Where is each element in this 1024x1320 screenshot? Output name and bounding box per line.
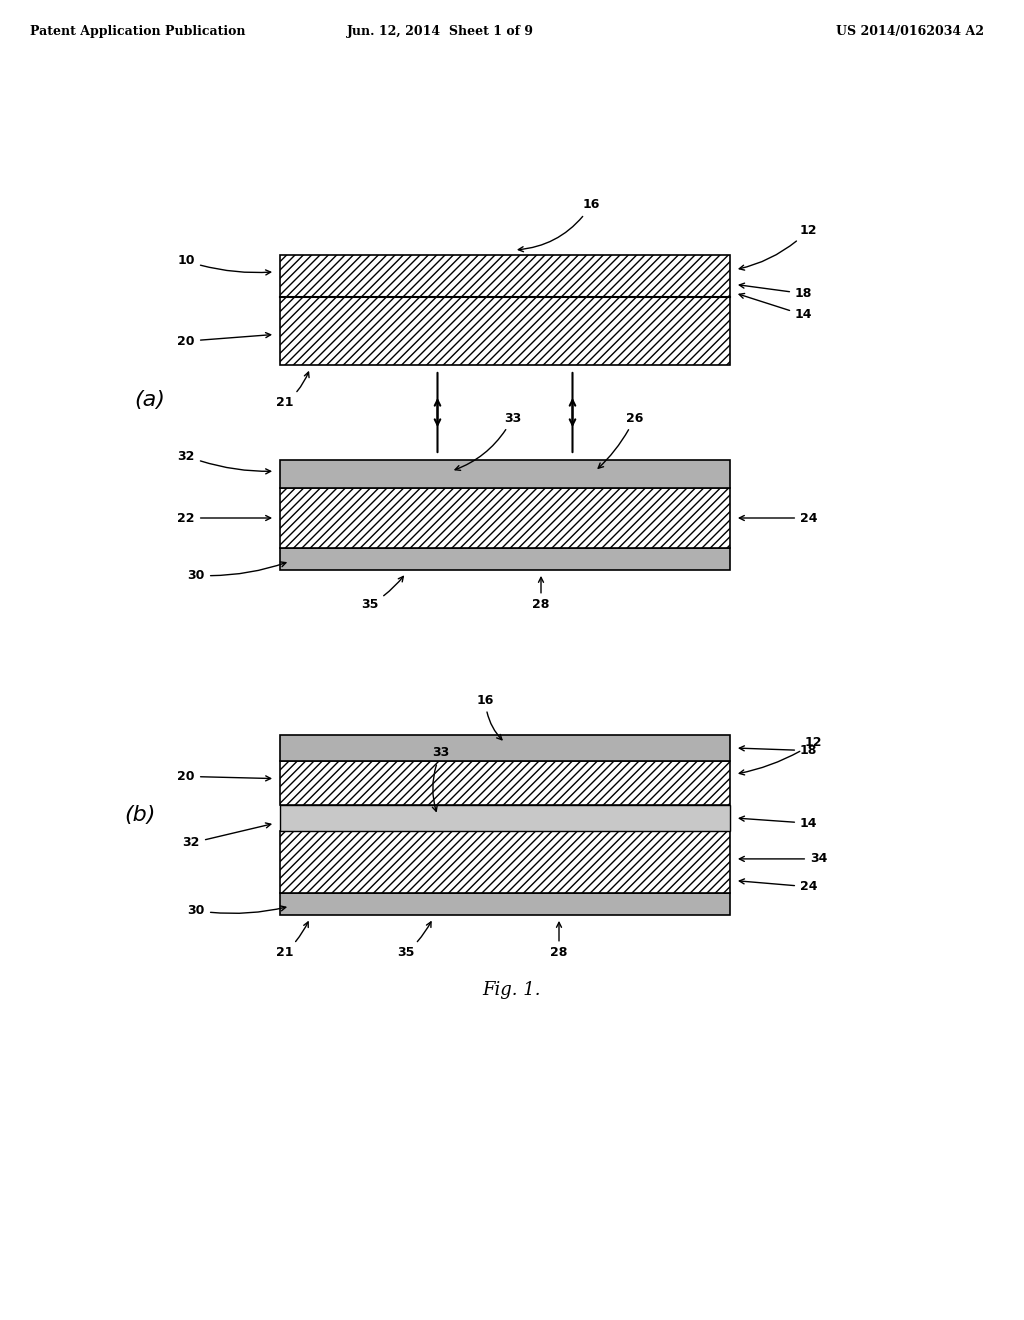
Text: 33: 33 bbox=[432, 747, 450, 812]
Text: 30: 30 bbox=[187, 562, 286, 582]
Bar bbox=[280, 488, 730, 548]
Text: Jun. 12, 2014  Sheet 1 of 9: Jun. 12, 2014 Sheet 1 of 9 bbox=[346, 25, 534, 38]
Text: 21: 21 bbox=[276, 372, 309, 409]
Text: 24: 24 bbox=[739, 511, 817, 524]
Bar bbox=[280, 735, 730, 762]
Bar bbox=[280, 832, 730, 894]
Text: 18: 18 bbox=[739, 744, 817, 758]
Text: 33: 33 bbox=[455, 412, 521, 470]
Bar bbox=[280, 297, 730, 366]
Text: Patent Application Publication: Patent Application Publication bbox=[30, 25, 246, 38]
Bar bbox=[280, 548, 730, 570]
Text: 32: 32 bbox=[177, 450, 270, 474]
Text: 18: 18 bbox=[739, 284, 812, 300]
Bar bbox=[280, 762, 730, 805]
Bar bbox=[280, 459, 730, 488]
Text: 12: 12 bbox=[739, 223, 817, 271]
Text: 16: 16 bbox=[518, 198, 600, 252]
Text: 16: 16 bbox=[476, 693, 502, 739]
Text: 32: 32 bbox=[182, 822, 270, 850]
Text: 26: 26 bbox=[598, 412, 643, 469]
Text: 14: 14 bbox=[739, 293, 812, 322]
Text: 20: 20 bbox=[177, 333, 270, 347]
Bar bbox=[280, 894, 730, 915]
Text: 21: 21 bbox=[276, 921, 308, 960]
Bar bbox=[280, 805, 730, 832]
Text: (b): (b) bbox=[124, 805, 156, 825]
Text: 34: 34 bbox=[739, 853, 827, 866]
Text: 30: 30 bbox=[187, 904, 286, 917]
Text: 35: 35 bbox=[361, 577, 403, 611]
Text: 28: 28 bbox=[532, 577, 550, 611]
Text: 10: 10 bbox=[177, 255, 270, 275]
Text: 35: 35 bbox=[397, 921, 431, 960]
Text: (a): (a) bbox=[134, 389, 166, 411]
Text: 14: 14 bbox=[739, 816, 817, 830]
Text: 12: 12 bbox=[739, 737, 822, 775]
Bar bbox=[280, 255, 730, 297]
Text: US 2014/0162034 A2: US 2014/0162034 A2 bbox=[836, 25, 984, 38]
Text: 20: 20 bbox=[177, 770, 270, 783]
Text: 22: 22 bbox=[177, 511, 270, 524]
Text: 24: 24 bbox=[739, 879, 817, 894]
Text: Fig. 1.: Fig. 1. bbox=[482, 981, 542, 999]
Text: 28: 28 bbox=[550, 923, 567, 960]
